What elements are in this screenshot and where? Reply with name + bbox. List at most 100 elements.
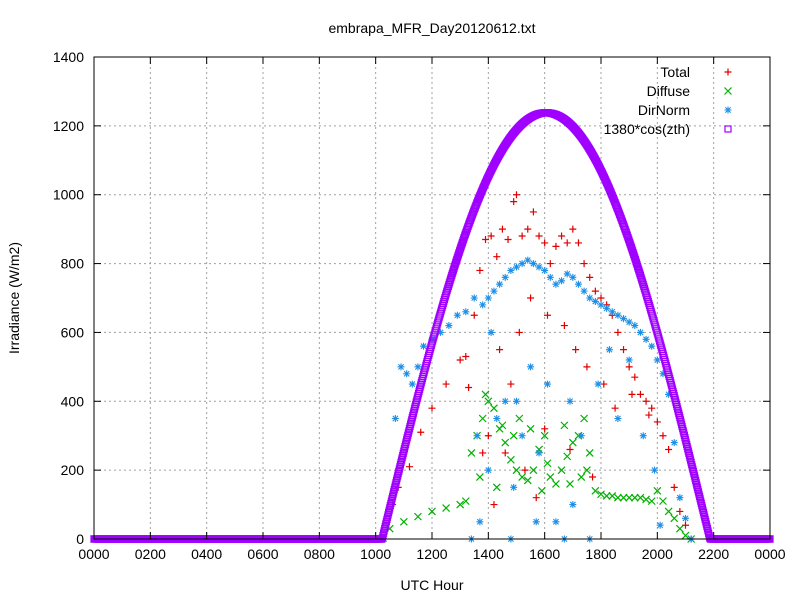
data-point: [414, 363, 422, 371]
data-point: [479, 449, 487, 457]
data-point: [532, 494, 540, 502]
data-point: [569, 273, 577, 281]
data-point: [577, 432, 585, 440]
data-point: [399, 517, 408, 526]
x-tick-label: 0000: [754, 546, 785, 562]
data-point: [645, 411, 653, 419]
data-point: [659, 432, 667, 440]
data-point: [518, 473, 527, 481]
data-point: [648, 404, 656, 412]
data-point: [577, 473, 586, 481]
data-point: [681, 531, 690, 540]
legend-marker: [724, 125, 732, 133]
data-point: [648, 342, 656, 350]
data-point: [490, 501, 498, 509]
data-point: [513, 263, 520, 271]
data-point: [665, 445, 673, 453]
data-point: [625, 363, 633, 371]
data-point: [506, 455, 515, 464]
data-point: [518, 432, 526, 440]
data-point: [580, 287, 588, 295]
data-point: [403, 370, 411, 378]
data-point: [391, 415, 399, 422]
data-point: [580, 260, 588, 268]
data-point: [541, 239, 549, 247]
data-point: [518, 260, 526, 268]
data-point: [675, 524, 684, 533]
data-point: [501, 438, 510, 447]
data-point: [507, 380, 515, 388]
data-point: [591, 287, 599, 295]
data-point: [413, 512, 422, 521]
data-point: [501, 449, 509, 457]
x-tick-label: 1200: [416, 546, 447, 562]
data-point: [566, 445, 574, 453]
data-point: [470, 311, 478, 319]
data-point: [442, 504, 451, 512]
x-tick-label: 2200: [698, 546, 729, 562]
data-point: [484, 466, 492, 474]
data-point: [636, 390, 644, 398]
data-point: [509, 431, 518, 440]
data-point: [496, 346, 504, 354]
data-point: [504, 235, 512, 243]
data-point: [484, 294, 492, 302]
x-tick-label: 1400: [473, 546, 504, 562]
data-point: [524, 256, 532, 264]
data-point: [682, 514, 689, 522]
data-point: [529, 260, 537, 268]
data-point: [527, 363, 535, 371]
data-point: [597, 294, 605, 302]
chart-title: embrapa_MFR_Day20120612.txt: [328, 20, 535, 36]
x-tick-label: 0400: [191, 546, 222, 562]
data-point: [574, 280, 582, 288]
data-point: [636, 493, 645, 502]
x-tick-label: 0800: [304, 546, 335, 562]
data-point: [631, 322, 639, 330]
data-point: [515, 328, 523, 336]
data-point: [543, 459, 552, 468]
data-point: [420, 342, 428, 350]
data-point: [566, 397, 574, 405]
data-point: [563, 239, 571, 247]
data-point: [630, 493, 639, 502]
data-point: [498, 421, 507, 430]
data-point: [476, 266, 484, 274]
data-point: [569, 501, 577, 509]
y-tick-label: 400: [61, 393, 85, 409]
data-point: [526, 424, 535, 433]
data-point: [642, 335, 650, 343]
legend-label: DirNorm: [638, 102, 690, 118]
data-point: [580, 414, 589, 423]
data-point: [563, 452, 572, 461]
data-point: [639, 432, 647, 440]
data-point: [569, 225, 577, 233]
legend-label: 1380*cos(zth): [604, 121, 690, 137]
data-point: [428, 507, 436, 516]
data-point: [665, 390, 673, 398]
data-point: [484, 397, 493, 406]
y-tick-label: 1000: [53, 187, 84, 203]
data-point: [478, 414, 487, 423]
data-point: [487, 328, 495, 336]
data-point: [614, 311, 622, 319]
data-point: [540, 431, 549, 440]
data-point: [552, 518, 560, 526]
data-point: [461, 497, 470, 506]
data-point: [408, 380, 416, 388]
data-point: [659, 370, 667, 378]
data-point: [467, 449, 476, 457]
data-point: [496, 280, 504, 288]
data-point: [456, 500, 465, 509]
data-point: [465, 384, 473, 392]
data-point: [493, 253, 501, 261]
data-point: [636, 328, 644, 336]
data-point: [603, 304, 611, 312]
data-point: [611, 404, 619, 412]
legend: Total Diffuse DirNorm 1380*cos(zth): [604, 64, 732, 137]
legend-marker: [724, 68, 732, 76]
x-tick-label: 1000: [360, 546, 391, 562]
grid: [94, 57, 770, 539]
